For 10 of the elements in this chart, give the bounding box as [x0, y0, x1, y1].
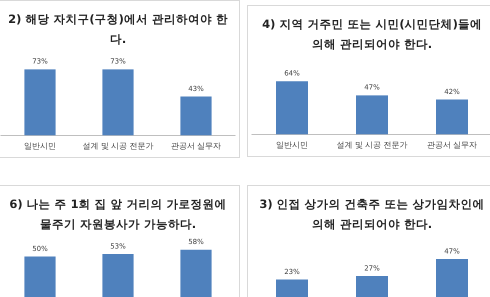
chart-title: 4) 지역 거주민 또는 시민(시민단체)들에 의해 관리되어야 한다. — [261, 16, 483, 53]
chart-title: 6) 나는 주 1회 집 앞 거리의 가로정원에 물주기 자원봉사가 가능하다. — [8, 196, 228, 233]
x-tick-label: 관공서 실무자 — [426, 140, 478, 150]
x-tick-label: 설계 및 시공 전문가 — [82, 141, 154, 150]
chart-title: 3) 인접 상가의 건축주 또는 상가임차인에 의해 관리되어야 한다. — [258, 196, 486, 233]
chart-title: 2) 해당 자치구(구청)에서 관리하여야 한다. — [7, 11, 229, 48]
x-tick-label: 일반시민 — [24, 141, 56, 150]
x-tick-label: 일반시민 — [276, 140, 308, 150]
x-tick-label: 설계 및 시공 전문가 — [336, 140, 408, 150]
x-tick-label: 관공서 실무자 — [170, 141, 222, 150]
